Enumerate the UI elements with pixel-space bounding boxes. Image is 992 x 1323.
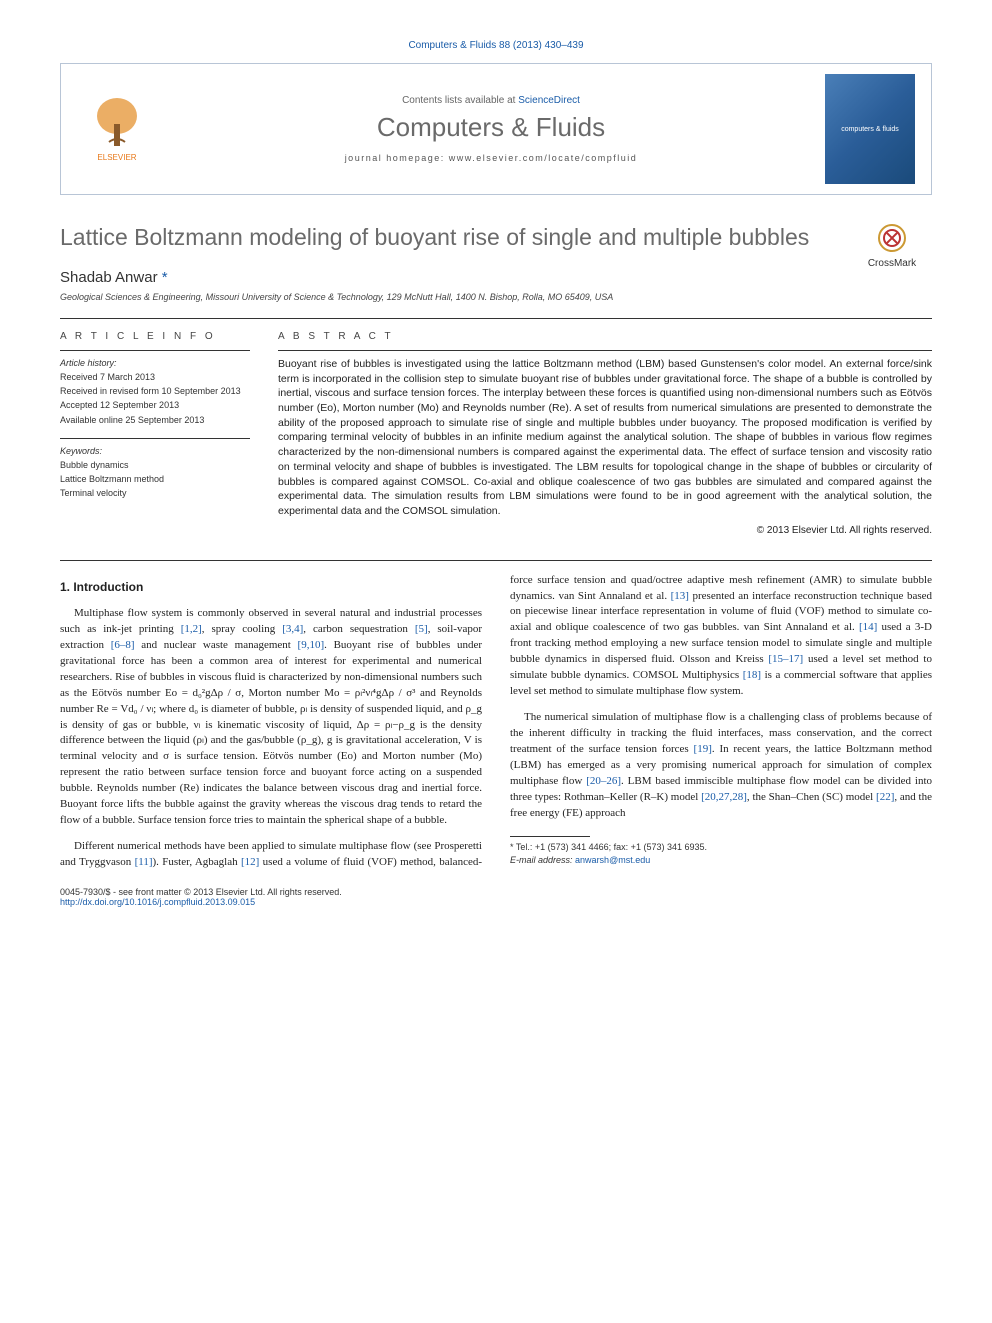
journal-cover-thumbnail: computers & fluids: [825, 74, 915, 184]
crossmark-label: CrossMark: [868, 258, 916, 269]
author-list: Shadab Anwar *: [60, 269, 932, 286]
abstract-heading: A B S T R A C T: [278, 331, 932, 342]
p1e: and nuclear waste management: [135, 639, 298, 651]
ref-12[interactable]: [12]: [241, 856, 259, 868]
history-online: Available online 25 September 2013: [60, 414, 250, 426]
ref-13[interactable]: [13]: [671, 590, 689, 602]
crossmark-badge[interactable]: CrossMark: [852, 223, 932, 269]
divider-mid: [60, 560, 932, 561]
elsevier-tree-icon: ELSEVIER: [87, 94, 147, 164]
p2b: ). Fuster, Agbaglah: [153, 856, 241, 868]
section-1-heading: 1. Introduction: [60, 579, 482, 596]
sciencedirect-link[interactable]: ScienceDirect: [518, 95, 580, 106]
homepage-prefix: journal homepage:: [345, 153, 449, 163]
banner-center: Contents lists available at ScienceDirec…: [157, 95, 825, 163]
intro-para-3: The numerical simulation of multiphase f…: [510, 710, 932, 822]
footnote-marker: *: [510, 842, 514, 852]
info-abstract-row: A R T I C L E I N F O Article history: R…: [60, 331, 932, 536]
homepage-url[interactable]: www.elsevier.com/locate/compfluid: [449, 153, 638, 163]
keyword-1: Bubble dynamics: [60, 459, 250, 471]
journal-reference: Computers & Fluids 88 (2013) 430–439: [60, 40, 932, 51]
ref-15-17[interactable]: [15–17]: [768, 653, 803, 665]
divider-top: [60, 318, 932, 319]
article-info-heading: A R T I C L E I N F O: [60, 331, 250, 342]
elsevier-logo-container: ELSEVIER: [77, 94, 157, 164]
keyword-2: Lattice Boltzmann method: [60, 473, 250, 485]
footnote-email-label: E-mail address:: [510, 855, 573, 865]
history-received: Received 7 March 2013: [60, 371, 250, 383]
page-footer: 0045-7930/$ - see front matter © 2013 El…: [60, 887, 932, 907]
ref-3-4[interactable]: [3,4]: [282, 623, 303, 635]
ref-19[interactable]: [19]: [694, 743, 712, 755]
footnote-tel: Tel.: +1 (573) 341 4466; fax: +1 (573) 3…: [516, 842, 707, 852]
history-label: Article history:: [60, 357, 250, 369]
journal-name-large: Computers & Fluids: [157, 112, 825, 143]
ref-5[interactable]: [5]: [415, 623, 428, 635]
affiliation: Geological Sciences & Engineering, Misso…: [60, 292, 932, 302]
p1b: , spray cooling: [202, 623, 282, 635]
p1g: , Morton number: [241, 687, 324, 699]
abstract-column: A B S T R A C T Buoyant rise of bubbles …: [278, 331, 932, 536]
ref-20-26[interactable]: [20–26]: [586, 775, 621, 787]
p1c: , carbon sequestration: [303, 623, 415, 635]
footer-issn: 0045-7930/$ - see front matter © 2013 El…: [60, 887, 932, 897]
ref-18[interactable]: [18]: [743, 669, 761, 681]
abstract-divider: [278, 350, 932, 351]
keywords-label: Keywords:: [60, 445, 250, 457]
footnote-divider: [510, 836, 590, 837]
abstract-copyright: © 2013 Elsevier Ltd. All rights reserved…: [278, 525, 932, 536]
cover-text: computers & fluids: [837, 122, 903, 137]
intro-para-1: Multiphase flow system is commonly obser…: [60, 606, 482, 829]
eq-eo: Eo = d₀²gΔρ / σ: [165, 687, 241, 699]
ref-22[interactable]: [22]: [876, 791, 894, 803]
ref-9-10[interactable]: [9,10]: [298, 639, 325, 651]
article-info-column: A R T I C L E I N F O Article history: R…: [60, 331, 250, 536]
abstract-text: Buoyant rise of bubbles is investigated …: [278, 357, 932, 519]
footnote-email-link[interactable]: anwarsh@mst.edu: [575, 855, 650, 865]
journal-reference-link[interactable]: Computers & Fluids 88 (2013) 430–439: [408, 40, 583, 51]
p3d: , the Shan–Chen (SC) model: [747, 791, 876, 803]
article-title: Lattice Boltzmann modeling of buoyant ri…: [60, 223, 809, 252]
body-two-column: 1. Introduction Multiphase flow system i…: [60, 573, 932, 871]
keywords-block: Keywords: Bubble dynamics Lattice Boltzm…: [60, 445, 250, 500]
ref-6-8[interactable]: [6–8]: [111, 639, 135, 651]
journal-banner: ELSEVIER Contents lists available at Sci…: [60, 63, 932, 195]
footer-doi-link[interactable]: http://dx.doi.org/10.1016/j.compfluid.20…: [60, 897, 255, 907]
ref-20-27-28[interactable]: [20,27,28]: [701, 791, 747, 803]
eq-mo: Mo = ρₗ²νₗ⁴gΔρ / σ³: [324, 687, 415, 699]
p1i: ; where d₀ is diameter of bubble, ρₗ is …: [60, 703, 482, 827]
author-name: Shadab Anwar: [60, 269, 158, 286]
ref-1-2[interactable]: [1,2]: [181, 623, 202, 635]
contents-prefix: Contents lists available at: [402, 95, 518, 106]
p1z: bubble. Surface tension force tries to m…: [102, 814, 447, 826]
crossmark-icon: [877, 223, 907, 253]
keyword-3: Terminal velocity: [60, 487, 250, 499]
journal-homepage-line: journal homepage: www.elsevier.com/locat…: [157, 153, 825, 163]
history-accepted: Accepted 12 September 2013: [60, 399, 250, 411]
info-divider-2: [60, 438, 250, 439]
history-revised: Received in revised form 10 September 20…: [60, 385, 250, 397]
article-history-block: Article history: Received 7 March 2013 R…: [60, 357, 250, 426]
eq-re: Re = Vd₀ / νₗ: [96, 703, 153, 715]
corresponding-footnote: * Tel.: +1 (573) 341 4466; fax: +1 (573)…: [510, 841, 932, 867]
ref-14[interactable]: [14]: [859, 621, 877, 633]
contents-available-line: Contents lists available at ScienceDirec…: [157, 95, 825, 106]
svg-text:ELSEVIER: ELSEVIER: [97, 153, 136, 162]
info-divider: [60, 350, 250, 351]
corresponding-author-marker[interactable]: *: [162, 269, 168, 286]
ref-11[interactable]: [11]: [135, 856, 153, 868]
